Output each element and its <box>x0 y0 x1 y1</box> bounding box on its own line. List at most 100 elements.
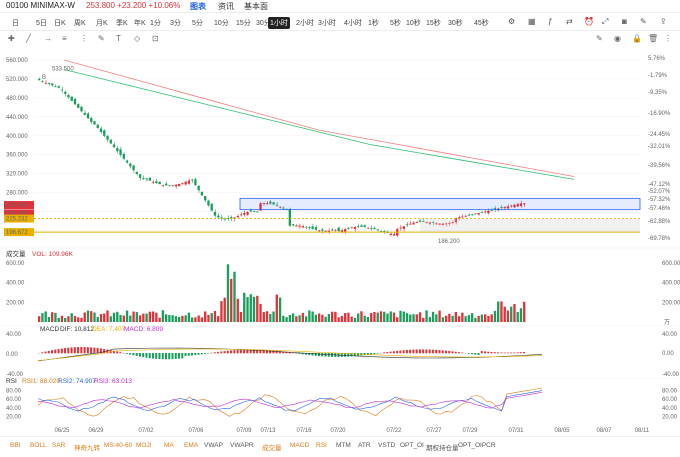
macd-dea-line <box>38 349 542 361</box>
volume-bar-105 <box>380 311 382 322</box>
candle-body-53 <box>211 204 213 211</box>
pct-axis-label-8: -52.07% <box>648 189 671 195</box>
volume-bar-39 <box>165 314 167 322</box>
macd-bar-15 <box>87 347 89 353</box>
indicator-10[interactable]: 成交量 <box>262 442 282 452</box>
macd-bar-3 <box>48 351 50 353</box>
pct-axis-label-1: -1.79% <box>648 73 668 79</box>
volume-bar-49 <box>198 315 200 322</box>
volume-bar-109 <box>393 313 395 322</box>
volume-bar-82 <box>305 316 307 322</box>
macd-bar-106 <box>383 352 385 353</box>
volume-bar-47 <box>191 318 193 322</box>
candle-body-67 <box>256 212 258 213</box>
volume-bar-147 <box>517 312 519 322</box>
indicator-16[interactable]: OPT_OI <box>400 442 424 449</box>
volume-bar-31 <box>139 315 141 322</box>
indicator-1[interactable]: BOLL <box>30 442 47 449</box>
volume-bar-12 <box>77 317 79 322</box>
candle-body-64 <box>246 212 248 215</box>
indicator-12[interactable]: RSI <box>316 442 327 449</box>
candle-body-2 <box>45 83 47 84</box>
indicator-17[interactable]: 期权持仓量 <box>426 442 459 452</box>
volume-bar-87 <box>321 315 323 322</box>
candle-body-37 <box>158 182 160 184</box>
volume-bar-90 <box>331 312 333 322</box>
volume-axis-left-1: 400.00 <box>6 281 25 287</box>
macd-bar-134 <box>474 353 476 355</box>
price-axis-label-4: 400.000 <box>6 134 28 140</box>
candle-body-35 <box>152 182 154 183</box>
x-date-13: 08/07 <box>596 428 612 434</box>
candle-body-133 <box>471 214 473 215</box>
volume-bar-125 <box>445 316 447 322</box>
macd-bar-35 <box>152 353 154 359</box>
volume-bar-115 <box>412 314 414 322</box>
volume-bar-131 <box>464 316 466 322</box>
candle-body-65 <box>250 210 252 211</box>
volume-bar-55 <box>217 316 219 322</box>
volume-bar-3 <box>48 317 50 322</box>
indicator-6[interactable]: MA <box>164 442 174 449</box>
indicator-14[interactable]: ATR <box>358 442 371 449</box>
macd-dea: DEA: 7.407 <box>92 326 126 333</box>
indicator-7[interactable]: EMA <box>184 442 198 449</box>
volume-bar-76 <box>285 317 287 322</box>
candle-body-3 <box>48 83 50 84</box>
volume-bar-136 <box>481 315 483 322</box>
indicator-13[interactable]: MTM <box>336 442 351 449</box>
indicator-9[interactable]: VWAPR <box>230 442 254 449</box>
macd-bar-1 <box>41 352 43 353</box>
volume-bar-16 <box>90 311 92 322</box>
indicator-4[interactable]: MS:40-60 <box>104 442 132 449</box>
volume-bar-98 <box>357 313 359 322</box>
volume-bar-120 <box>429 317 431 322</box>
macd-bar-20 <box>103 349 105 353</box>
candle-body-11 <box>74 99 76 104</box>
volume-bar-142 <box>500 301 502 322</box>
volume-bar-41 <box>171 315 173 322</box>
candle-body-135 <box>477 213 479 215</box>
volume-bar-33 <box>145 314 147 322</box>
volume-bar-11 <box>74 316 76 322</box>
indicator-11[interactable]: MACD <box>290 442 309 449</box>
candle-body-40 <box>168 185 170 186</box>
indicator-0[interactable]: BBI <box>10 442 20 449</box>
volume-bar-97 <box>354 318 356 322</box>
indicator-5[interactable]: MOJI <box>136 442 152 449</box>
volume-bars <box>38 264 525 322</box>
volume-bar-71 <box>269 314 271 322</box>
macd-bar-107 <box>386 352 388 353</box>
volume-bar-77 <box>289 315 291 322</box>
macd-bar-85 <box>315 353 317 356</box>
macd-bar-73 <box>276 351 278 354</box>
volume-bar-2 <box>45 311 47 322</box>
macd-bar-121 <box>432 350 434 354</box>
macd-bar-49 <box>198 353 200 355</box>
indicator-18[interactable]: OPT_OIPCR <box>458 442 496 449</box>
indicator-8[interactable]: VWAP <box>204 442 223 449</box>
candle-body-18 <box>97 125 99 129</box>
macd-bar-29 <box>132 353 134 355</box>
volume-axis-right-2: 200.00 <box>662 300 680 306</box>
candle-body-15 <box>87 113 89 118</box>
macd-bar-11 <box>74 347 76 353</box>
indicator-3[interactable]: 神奇九转 <box>74 442 100 452</box>
volume-bar-1 <box>41 313 43 322</box>
macd-bar-110 <box>396 351 398 353</box>
candle-body-62 <box>240 214 242 215</box>
candle-body-78 <box>292 224 294 225</box>
macd-bar-130 <box>461 353 463 354</box>
indicator-15[interactable]: VSTD <box>378 442 395 449</box>
candle-body-93 <box>341 230 343 232</box>
candle-body-100 <box>364 225 366 227</box>
x-date-4: 07/09 <box>236 428 252 434</box>
volume-bar-128 <box>455 312 457 322</box>
candle-body-47 <box>191 180 193 181</box>
indicator-2[interactable]: SAR <box>52 442 65 449</box>
macd-bar-149 <box>523 352 525 353</box>
candle-body-66 <box>253 211 255 212</box>
x-date-11: 07/31 <box>508 428 524 434</box>
candle-body-9 <box>67 95 69 97</box>
